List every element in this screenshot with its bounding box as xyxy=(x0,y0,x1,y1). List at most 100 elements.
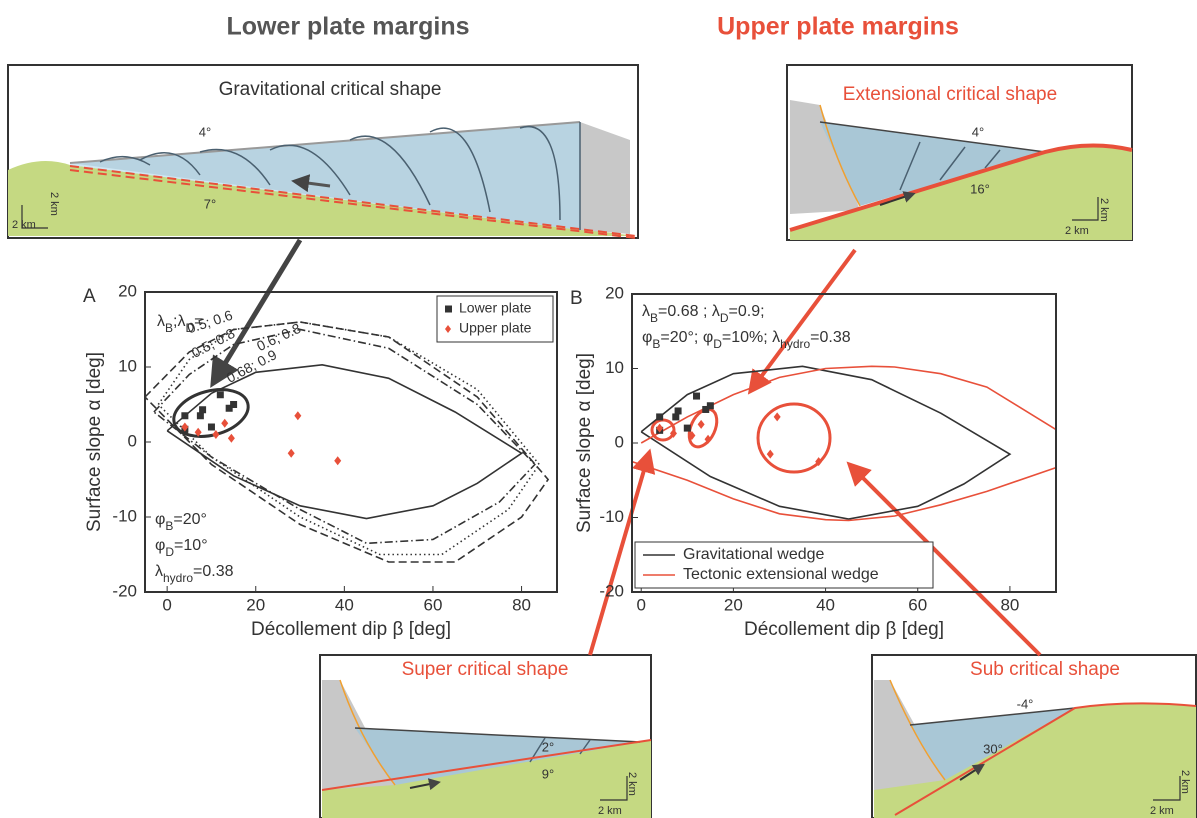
x-tick-label: 80 xyxy=(512,595,531,614)
subscript: D xyxy=(713,337,722,351)
subscript: B xyxy=(652,337,660,351)
point xyxy=(773,412,781,422)
y-tick-label: -20 xyxy=(112,581,137,600)
text-part: =10%; λ xyxy=(722,329,780,346)
scale-label: 2 km xyxy=(12,219,36,231)
point xyxy=(294,411,302,421)
curve xyxy=(157,321,541,556)
x-tick-label: 60 xyxy=(908,595,927,614)
parameter-label: φB=20°; φD=10%; λhydro=0.38 xyxy=(642,329,851,351)
legend-swatch xyxy=(445,305,452,313)
x-tick-label: 20 xyxy=(246,595,265,614)
point xyxy=(674,407,682,415)
inset-sub: Sub critical shape -4° 30° 2 km 2 km xyxy=(871,654,1197,818)
point xyxy=(216,391,224,399)
legend-label: Tectonic extensional wedge xyxy=(683,566,879,583)
curve xyxy=(640,365,1012,520)
point xyxy=(181,422,189,432)
point xyxy=(221,418,229,428)
point xyxy=(287,448,295,458)
text-part: λ xyxy=(642,303,650,320)
text-part: λ xyxy=(157,313,165,330)
header-right: Upper plate margins xyxy=(717,13,959,41)
x-tick-label: 60 xyxy=(423,595,442,614)
x-tick-label: 0 xyxy=(636,595,645,614)
text-part: φ xyxy=(642,329,652,346)
annotations xyxy=(172,238,1042,657)
point xyxy=(225,404,233,412)
legend-label: Gravitational wedge xyxy=(683,546,825,563)
text-part: λ xyxy=(155,563,163,580)
inset-title: Gravitational critical shape xyxy=(219,79,442,100)
plot-frame xyxy=(144,291,558,593)
y-tick-label: -10 xyxy=(112,506,137,525)
legend-frame xyxy=(436,295,554,343)
inset-title: Extensional critical shape xyxy=(843,84,1057,105)
x-axis-label: Décollement dip β [deg] xyxy=(744,619,944,640)
y-tick-label: -20 xyxy=(599,581,624,600)
legend-label: Upper plate xyxy=(459,320,532,336)
point xyxy=(669,428,677,438)
y-tick-label: 0 xyxy=(128,431,137,450)
y-tick-label: 20 xyxy=(118,281,137,300)
point xyxy=(194,427,202,437)
point xyxy=(672,413,680,421)
inset-super: Super critical shape 2° 9° 2 km 2 km xyxy=(319,654,652,818)
plot-frame xyxy=(631,293,1057,593)
x-axis-label: Décollement dip β [deg] xyxy=(251,619,451,640)
scale-label: 2 km xyxy=(1150,805,1174,817)
text-part: φ xyxy=(155,537,165,554)
point xyxy=(697,419,705,429)
text-part: =0.9; xyxy=(729,303,765,320)
subscript: D xyxy=(185,321,194,335)
text-part: ;λ xyxy=(173,313,185,330)
point xyxy=(230,401,238,408)
x-tick-label: 20 xyxy=(724,595,743,614)
point xyxy=(207,423,215,431)
text-part: =0.68 ; λ xyxy=(658,303,720,320)
angle-label: 30° xyxy=(983,741,1003,756)
subscript: hydro xyxy=(163,571,193,585)
scale-label: 2 km xyxy=(1098,198,1110,222)
header-left: Lower plate margins xyxy=(226,13,469,41)
text-part: =0.38 xyxy=(810,329,851,346)
x-tick-label: 0 xyxy=(162,595,171,614)
subscript: D xyxy=(165,545,174,559)
subscript: B xyxy=(165,321,173,335)
point xyxy=(706,402,714,410)
inset-gravitational: Gravitational critical shape 4° 7° 2 km … xyxy=(7,64,639,239)
curve xyxy=(166,363,524,520)
x-tick-label: 40 xyxy=(816,595,835,614)
legend-label: Lower plate xyxy=(459,300,532,316)
point xyxy=(656,423,664,433)
y-tick-label: 10 xyxy=(605,358,624,377)
point xyxy=(688,431,696,441)
text-part: =20°; φ xyxy=(660,329,713,346)
angle-label: 4° xyxy=(199,124,211,139)
inset-title: Super critical shape xyxy=(402,659,569,680)
parameter-label: φB=20° xyxy=(155,511,207,533)
x-tick-label: 80 xyxy=(1000,595,1019,614)
point xyxy=(683,424,691,432)
point xyxy=(656,413,664,421)
legend-frame xyxy=(634,541,934,589)
scale-label: 2 km xyxy=(598,805,622,817)
angle-label: -4° xyxy=(1017,696,1034,711)
parameter-label: φD=10° xyxy=(155,537,208,559)
angle-label: 2° xyxy=(542,739,554,754)
scale-label: 2 km xyxy=(1065,225,1089,237)
text-part: =10° xyxy=(174,537,208,554)
text-part: =20° xyxy=(173,511,207,528)
point xyxy=(334,456,342,466)
y-tick-label: 20 xyxy=(605,283,624,302)
y-tick-label: 10 xyxy=(118,356,137,375)
subscript: B xyxy=(165,519,173,533)
text-part: φ xyxy=(155,511,165,528)
angle-label: 16° xyxy=(970,181,990,196)
scale-label: 2 km xyxy=(48,192,60,216)
subscript: D xyxy=(720,311,729,325)
point xyxy=(212,430,220,439)
angle-label: 9° xyxy=(542,766,554,781)
subscript: hydro xyxy=(780,337,810,351)
